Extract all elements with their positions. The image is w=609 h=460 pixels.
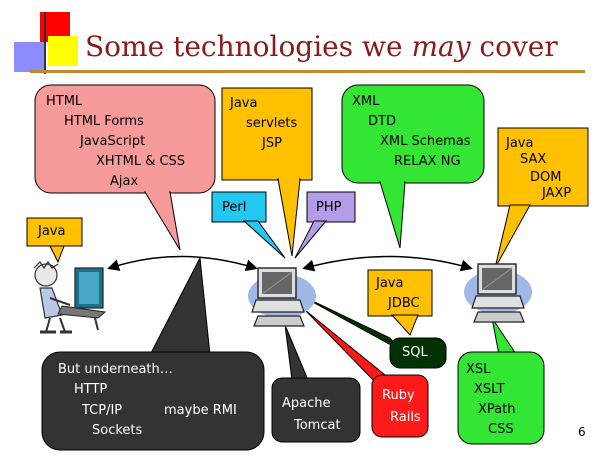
java-xml-callout xyxy=(494,127,589,269)
perl-callout xyxy=(211,191,286,259)
xsl-callout xyxy=(457,317,545,445)
xml-tech-callout xyxy=(341,84,485,249)
java-client-callout xyxy=(26,217,83,264)
jdbc-callout xyxy=(367,269,433,336)
client-user-icon xyxy=(33,260,107,334)
rails-label: Rails xyxy=(390,410,421,425)
xml-item-dtd: DTD xyxy=(368,114,396,129)
client-item-ajax: Ajax xyxy=(110,174,139,189)
slide-title: Some technologies we may cover xyxy=(85,30,558,63)
xml-item-relax-ng: RELAX NG xyxy=(394,154,461,169)
javaxml-item-sax: SAX xyxy=(520,152,547,167)
sql-callout xyxy=(299,294,447,369)
xsl-item-css: CSS xyxy=(488,422,514,437)
javaxml-item-dom: DOM xyxy=(530,170,562,185)
server-item-java: Java xyxy=(230,96,258,111)
xml-computer-icon xyxy=(464,263,532,323)
xsl-item-xsl: XSL xyxy=(466,362,491,377)
decor-square-blue xyxy=(14,42,44,72)
client-item-html: HTML xyxy=(46,94,83,109)
php-callout xyxy=(294,191,356,259)
decor-line-vertical xyxy=(44,12,46,74)
javaxml-item-jaxp: JAXP xyxy=(542,186,572,201)
ruby-label: Ruby xyxy=(382,388,415,403)
underneath-item-sockets: Sockets xyxy=(92,423,143,438)
server-item-jsp: JSP xyxy=(262,136,282,151)
php-label: PHP xyxy=(316,200,342,215)
slide-number: 6 xyxy=(578,425,586,439)
tomcat-label: Tomcat xyxy=(294,418,341,433)
server-side-callout xyxy=(221,87,313,257)
underneath-item-http: HTTP xyxy=(74,382,108,397)
client-java-label: Java xyxy=(38,224,66,239)
client-side-callout xyxy=(34,84,216,251)
ruby-callout xyxy=(304,309,429,438)
underneath-callout xyxy=(41,256,265,451)
decor-square-yellow xyxy=(48,36,78,66)
client-server-arrow xyxy=(107,255,258,272)
perl-label: Perl xyxy=(222,200,247,215)
server-computer-icon xyxy=(248,267,316,327)
xml-item-xml-schemas: XML Schemas xyxy=(380,134,471,149)
xml-item-xml: XML xyxy=(352,94,380,109)
jdbc-item-java: Java xyxy=(376,276,404,291)
apache-callout xyxy=(271,324,361,443)
underneath-heading: But underneath… xyxy=(58,362,173,377)
server-item-servlets: servlets xyxy=(246,116,298,131)
javaxml-item-java: Java xyxy=(506,136,534,151)
title-underline xyxy=(30,70,585,73)
client-item-html-forms: HTML Forms xyxy=(64,114,144,129)
xsl-item-xpath: XPath xyxy=(478,402,516,417)
apache-label: Apache xyxy=(282,396,331,411)
sql-label: SQL xyxy=(402,345,428,360)
jdbc-item-jdbc: JDBC xyxy=(388,296,420,311)
xsl-item-xslt: XSLT xyxy=(474,382,505,397)
underneath-item-tcpip: TCP/IP xyxy=(82,403,123,418)
client-item-xhtml-css: XHTML & CSS xyxy=(96,154,186,169)
client-item-javascript: JavaScript xyxy=(80,134,146,149)
underneath-item-rmi: maybe RMI xyxy=(164,403,237,418)
server-xml-arrow xyxy=(302,255,473,272)
